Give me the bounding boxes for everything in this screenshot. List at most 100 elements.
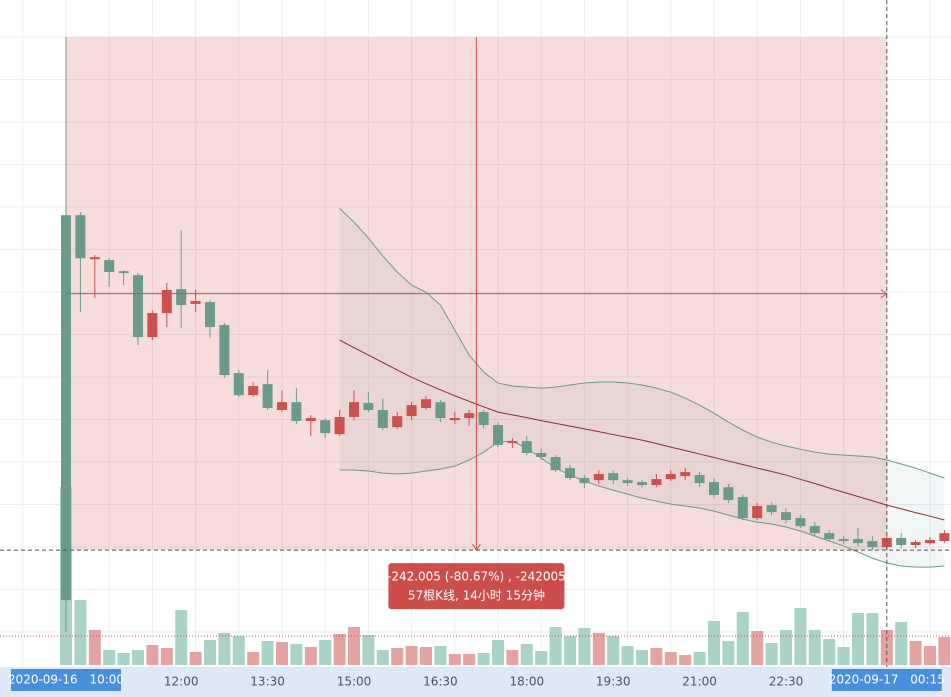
volume-bar: [477, 653, 490, 665]
x-tick-label: 2020-09-16 10:00: [8, 673, 124, 687]
volume-bar: [808, 630, 821, 665]
volume-bar: [895, 622, 908, 665]
plot: -242.005 (-80.67%) , -242005 57根K线, 14小时 …: [0, 0, 951, 667]
candle-body: [392, 416, 403, 428]
candle-body: [709, 482, 719, 495]
candle-body: [61, 215, 71, 601]
candle-body: [104, 260, 115, 272]
candle-body: [147, 313, 158, 338]
volume-bar: [780, 630, 792, 665]
candle-body: [406, 405, 417, 417]
candle-body: [579, 478, 590, 484]
measure-label-box: [388, 563, 565, 610]
x-tick-label: 2020-09-17 00:15: [829, 673, 945, 687]
volume-bar: [679, 655, 692, 665]
volume-bar: [261, 641, 274, 665]
volume-bar: [420, 647, 432, 665]
candle-body: [363, 402, 374, 410]
candle-body: [694, 475, 705, 484]
candle-body: [925, 539, 935, 544]
volume-bar: [938, 637, 951, 665]
volume-bar: [736, 612, 749, 665]
candle-body: [910, 542, 921, 546]
x-tick-label: 21:00: [682, 675, 717, 689]
candle-body: [824, 533, 835, 540]
candle-body: [435, 402, 446, 419]
volume-bar: [636, 650, 648, 665]
band-lower: [339, 440, 945, 568]
volume-bar: [837, 647, 850, 665]
candle-body: [305, 418, 316, 422]
time-axis-highlight: [11, 669, 121, 691]
volume-bar: [621, 646, 634, 665]
volume-bar: [448, 654, 461, 665]
candle-body: [478, 412, 489, 426]
candle-body: [464, 413, 475, 419]
candle-body: [349, 402, 359, 417]
volume-bar: [362, 635, 375, 665]
candle-body: [118, 271, 129, 274]
time-axis: [0, 667, 951, 697]
candle-body: [622, 480, 633, 484]
volume-bar: [132, 650, 144, 665]
candle-body: [449, 418, 460, 421]
volume-bar: [751, 631, 764, 665]
candle-body: [752, 506, 763, 519]
time-axis-labels: 2020-09-16 10:00 12:00 13:30 15:00 16:30 18:0…: [8, 669, 945, 691]
x-tick-label: 16:30: [423, 675, 458, 689]
candle-body: [233, 373, 244, 396]
candle-body: [421, 399, 431, 409]
candle-body: [248, 386, 259, 396]
volume-bar: [722, 641, 735, 665]
volume-bar: [117, 653, 130, 665]
volume-bar: [549, 627, 562, 665]
candle-body: [219, 324, 230, 376]
candle-body: [521, 441, 532, 454]
candle-body: [723, 487, 734, 501]
candle-body: [291, 402, 302, 422]
x-tick-label: 22:30: [769, 675, 804, 689]
volume-bar: [535, 651, 548, 665]
candle-body: [737, 497, 748, 519]
candle-body: [680, 472, 691, 477]
volume-bar: [693, 652, 706, 665]
candle-body: [334, 416, 345, 435]
volume-bar: [74, 600, 87, 665]
candle-body: [190, 301, 201, 304]
volume-bar: [650, 648, 663, 665]
volume-bar: [103, 650, 116, 665]
volume-bar: [506, 650, 519, 665]
volume-bar: [765, 643, 778, 665]
measure-label: -242.005 (-80.67%) , -242005: [387, 570, 566, 584]
x-tick-label: 18:00: [510, 675, 545, 689]
volume-bar: [909, 641, 922, 665]
volume-bar: [852, 613, 864, 665]
volume-bar: [607, 636, 620, 665]
volume-bar: [304, 647, 317, 665]
candle-body: [637, 482, 647, 486]
volume-bar: [924, 646, 936, 665]
candle-body: [493, 425, 503, 445]
measure-arrowhead-h: [880, 289, 888, 299]
volume-bar: [434, 646, 447, 665]
measure-label: 57根K线, 14小时 15分钟: [408, 588, 545, 603]
candle-body: [75, 215, 86, 259]
x-tick-label: 12:00: [164, 675, 199, 689]
volume-bar: [319, 640, 332, 665]
time-axis-highlight: [831, 669, 942, 691]
candle-body: [939, 533, 950, 541]
candle-body: [176, 289, 187, 306]
candle-body: [838, 539, 849, 541]
volume-bar: [520, 644, 533, 665]
volume-bar: [204, 640, 216, 665]
candle-body: [277, 402, 287, 410]
volume-bar: [88, 630, 101, 665]
candle-body: [320, 420, 331, 434]
candle-body: [507, 441, 518, 444]
x-tick-label: 19:30: [596, 675, 631, 689]
volume-bar: [189, 652, 202, 665]
volume-bar: [391, 648, 404, 665]
candle-body: [766, 505, 777, 513]
volume-bar: [232, 636, 245, 665]
